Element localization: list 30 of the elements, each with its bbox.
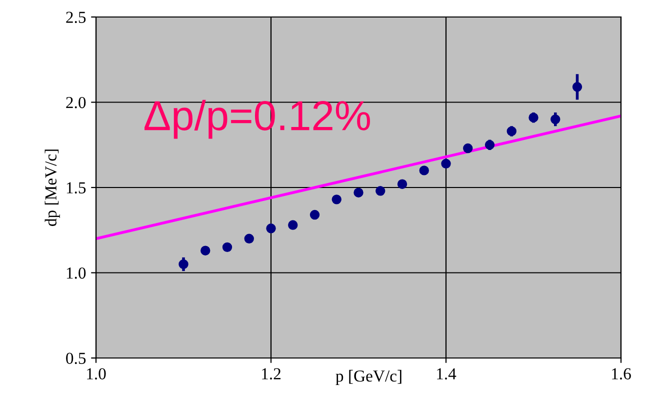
point	[484, 140, 495, 150]
point	[244, 234, 254, 244]
point	[506, 126, 516, 136]
y-tick-label: 2.0	[66, 96, 86, 108]
y-tick-label: 0.5	[66, 352, 86, 364]
point	[288, 220, 298, 230]
point	[572, 82, 582, 92]
point	[266, 224, 276, 234]
point	[463, 143, 473, 154]
point	[178, 259, 188, 270]
point	[200, 246, 210, 256]
y-tick-label: 1.0	[66, 267, 86, 279]
point	[419, 166, 429, 176]
point	[332, 194, 342, 204]
x-tick-label: 1.0	[87, 368, 106, 380]
point	[354, 188, 364, 198]
y-tick-label: 2.5	[66, 12, 86, 24]
point	[441, 158, 451, 168]
point	[397, 179, 408, 189]
point	[550, 114, 560, 124]
point	[376, 186, 386, 196]
point	[310, 210, 320, 220]
point	[528, 112, 538, 122]
y-axis-title: dp [MeV/c]	[44, 150, 60, 226]
y-tick-label: 1.5	[66, 182, 86, 194]
x-tick-label: 1.4	[437, 368, 456, 380]
point	[222, 242, 232, 252]
x-tick-label: 1.2	[262, 368, 280, 380]
x-tick-label: 1.6	[612, 368, 631, 380]
x-axis-title: p [GeV/c]	[336, 370, 402, 386]
